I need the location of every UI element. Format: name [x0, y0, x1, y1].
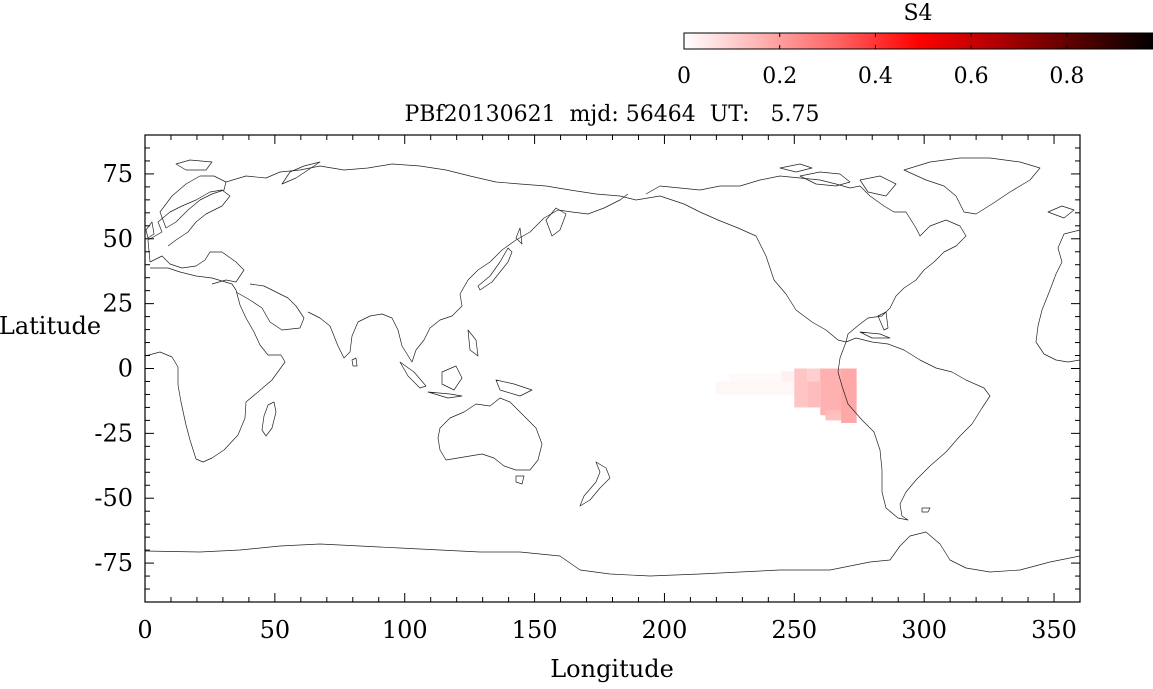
coastline-florida	[877, 311, 889, 331]
x-axis-label: Longitude	[550, 655, 674, 683]
coastline-japan	[477, 247, 513, 291]
x-tick-label: 50	[260, 616, 291, 644]
x-tick-label: 150	[512, 616, 558, 644]
coastline-sakhalin	[515, 227, 523, 245]
x-tick-label: 250	[771, 616, 817, 644]
colorbar-tick-label: 0.8	[1049, 64, 1084, 89]
y-tick-label: 50	[102, 225, 133, 253]
coastline-uk	[145, 221, 155, 239]
colorbar-tick-label: 0.2	[762, 64, 797, 89]
coastline-india	[307, 311, 393, 359]
colorbar: S4 0 0.2 0.4 0.6 0.8	[677, 1, 1153, 89]
y-axis-ticks: 75 50 25 0 -25 -50 -75	[94, 134, 1080, 603]
heatmap-cell	[729, 373, 782, 382]
heatmap-cell	[841, 368, 857, 423]
coastlines	[145, 157, 1080, 577]
coastline-cuba	[859, 331, 891, 339]
plot-frame	[144, 134, 1081, 603]
coastline-iceland	[1047, 205, 1075, 219]
colorbar-gradient	[683, 32, 1153, 50]
colorbar-tick-label: 0.4	[858, 64, 893, 89]
coastline-kamchatka	[545, 207, 567, 237]
coastline-russia-arctic	[225, 163, 637, 201]
coastline-africa	[145, 267, 286, 463]
s4-heatmap-cells	[716, 368, 857, 423]
x-tick-label: 200	[642, 616, 688, 644]
heatmap-cell	[825, 410, 842, 421]
coastline-svalbard	[175, 159, 213, 171]
coastline-arctic-islands	[779, 163, 897, 197]
coastline-java	[427, 391, 463, 399]
coastline-europe-west	[1035, 229, 1080, 363]
heatmap-cell	[807, 381, 821, 408]
heatmap-cell	[820, 368, 842, 416]
y-tick-label: 75	[102, 160, 133, 188]
coastline-north-america	[635, 175, 967, 343]
coastline-tasmania	[515, 475, 525, 485]
coastline-newguinea	[495, 379, 533, 397]
coastline-europe	[147, 189, 245, 285]
coastline-australia	[437, 397, 543, 471]
x-tick-label: 300	[901, 616, 947, 644]
y-tick-label: 25	[102, 290, 133, 318]
coastline-greenland	[903, 157, 1041, 215]
coastline-asia-east	[391, 193, 629, 363]
coastline-newzealand	[579, 461, 611, 507]
colorbar-tick-label: 0.6	[954, 64, 989, 89]
coastline-scandinavia	[159, 175, 227, 229]
coastline-sumatra	[399, 361, 427, 389]
coastline-novaya-zemlya	[281, 161, 321, 185]
y-axis-label: Latitude	[0, 312, 101, 340]
coastline-antarctica	[145, 531, 1080, 577]
plot-title: PBf20130621 mjd: 56464 UT: 5.75	[404, 102, 819, 127]
y-tick-label: 0	[118, 355, 133, 383]
y-tick-label: -50	[94, 484, 133, 512]
heatmap-cell	[781, 371, 795, 382]
heatmap-cell	[716, 381, 795, 395]
coastline-south-america	[837, 337, 991, 521]
colorbar-tick-label: 0	[677, 64, 691, 89]
x-tick-label: 350	[1031, 616, 1077, 644]
coastline-philippines	[467, 329, 479, 357]
colorbar-ticks: 0 0.2 0.4 0.6 0.8	[677, 33, 1084, 89]
x-tick-label: 0	[137, 616, 152, 644]
y-tick-label: -75	[94, 549, 133, 577]
y-tick-label: -25	[94, 419, 133, 447]
x-axis-ticks: 0 50 100 150 200 250 300 350	[137, 135, 1081, 644]
coastline-falklands	[921, 507, 931, 513]
colorbar-title: S4	[903, 1, 932, 26]
coastline-srilanka	[351, 357, 358, 367]
coastline-borneo	[441, 365, 463, 391]
heatmap-cell	[794, 368, 808, 408]
coastline-madagascar	[261, 401, 277, 437]
x-tick-label: 100	[382, 616, 428, 644]
coastline-arabia	[235, 283, 305, 331]
